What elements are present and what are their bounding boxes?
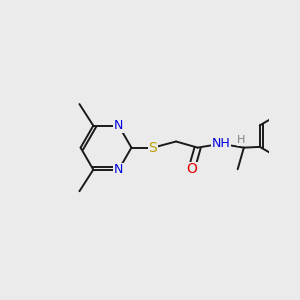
Text: S: S xyxy=(148,141,158,155)
Text: NH: NH xyxy=(212,137,230,150)
Text: N: N xyxy=(114,163,123,176)
Text: H: H xyxy=(237,135,246,145)
Text: N: N xyxy=(114,119,123,132)
Text: O: O xyxy=(186,162,197,176)
